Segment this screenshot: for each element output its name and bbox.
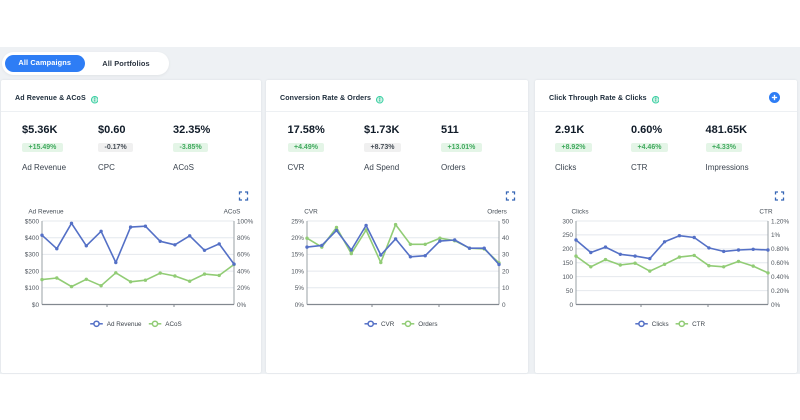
svg-text:250: 250 bbox=[562, 232, 573, 239]
svg-text:0.80%: 0.80% bbox=[771, 246, 789, 253]
svg-text:$0: $0 bbox=[32, 302, 40, 309]
svg-text:300: 300 bbox=[562, 218, 573, 225]
svg-text:Orders: Orders bbox=[487, 209, 507, 216]
svg-text:CTR: CTR bbox=[692, 321, 705, 328]
svg-text:10: 10 bbox=[502, 285, 510, 292]
svg-text:100%: 100% bbox=[237, 218, 254, 225]
svg-text:150: 150 bbox=[562, 260, 573, 267]
svg-text:0%: 0% bbox=[771, 302, 781, 309]
svg-text:10%: 10% bbox=[291, 268, 304, 275]
svg-text:0: 0 bbox=[502, 302, 506, 309]
svg-text:50: 50 bbox=[566, 288, 574, 295]
svg-text:40: 40 bbox=[502, 235, 510, 242]
svg-text:ACoS: ACoS bbox=[165, 321, 181, 328]
svg-text:Clicks: Clicks bbox=[652, 321, 669, 328]
svg-text:1%: 1% bbox=[771, 232, 781, 239]
svg-text:$400: $400 bbox=[25, 235, 40, 242]
svg-text:5%: 5% bbox=[295, 285, 305, 292]
svg-text:CVR: CVR bbox=[304, 209, 318, 216]
svg-text:Clicks: Clicks bbox=[571, 209, 588, 216]
svg-text:0: 0 bbox=[569, 302, 573, 309]
svg-text:60%: 60% bbox=[237, 252, 250, 259]
svg-text:$300: $300 bbox=[25, 252, 40, 259]
svg-text:0%: 0% bbox=[237, 302, 247, 309]
svg-text:1.20%: 1.20% bbox=[771, 218, 789, 225]
svg-text:Orders: Orders bbox=[418, 321, 437, 328]
svg-text:$500: $500 bbox=[25, 218, 40, 225]
svg-text:100: 100 bbox=[562, 274, 573, 281]
svg-text:200: 200 bbox=[562, 246, 573, 253]
svg-text:CTR: CTR bbox=[759, 209, 773, 216]
svg-text:Ad Revenue: Ad Revenue bbox=[107, 321, 142, 328]
svg-text:20%: 20% bbox=[291, 235, 304, 242]
svg-text:15%: 15% bbox=[291, 252, 304, 259]
svg-text:20: 20 bbox=[502, 268, 510, 275]
svg-text:0.20%: 0.20% bbox=[771, 288, 789, 295]
svg-text:30: 30 bbox=[502, 252, 510, 259]
svg-text:ACoS: ACoS bbox=[224, 209, 241, 216]
svg-text:20%: 20% bbox=[237, 285, 250, 292]
svg-text:CVR: CVR bbox=[381, 321, 395, 328]
svg-text:Ad Revenue: Ad Revenue bbox=[28, 209, 64, 216]
svg-text:40%: 40% bbox=[237, 268, 250, 275]
svg-text:80%: 80% bbox=[237, 235, 250, 242]
svg-text:50: 50 bbox=[502, 218, 510, 225]
svg-text:$100: $100 bbox=[25, 285, 40, 292]
svg-text:0.40%: 0.40% bbox=[771, 274, 789, 281]
svg-text:$200: $200 bbox=[25, 268, 40, 275]
svg-text:0%: 0% bbox=[295, 302, 305, 309]
svg-text:0.60%: 0.60% bbox=[771, 260, 789, 267]
svg-text:25%: 25% bbox=[291, 218, 304, 225]
